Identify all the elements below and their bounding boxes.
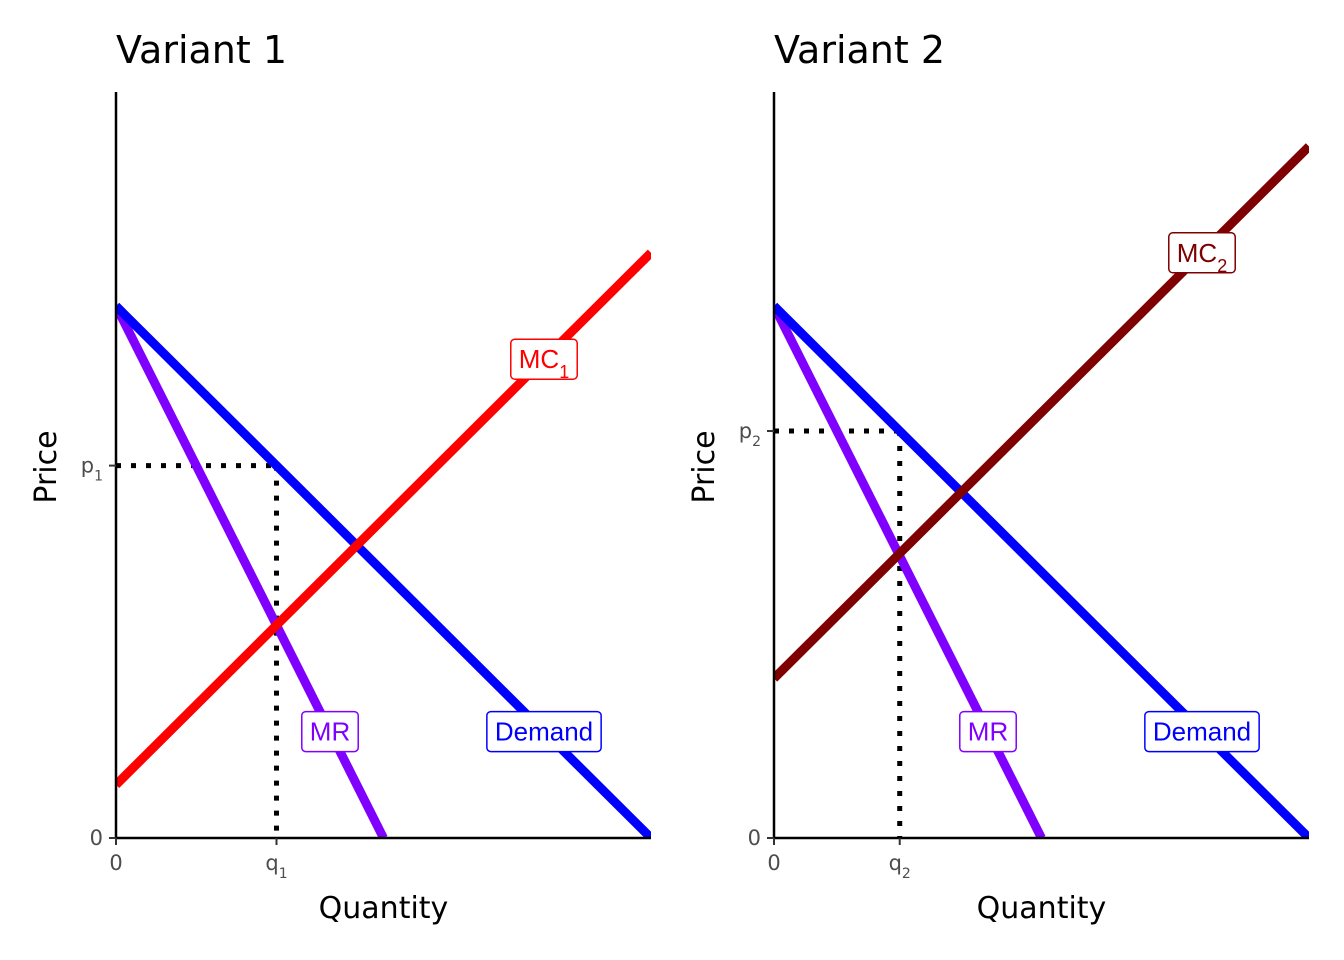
svg-text:Demand: Demand [495,717,593,747]
series-line-demand [116,302,651,838]
y-tick-label: 0 [748,826,761,850]
x-tick-label: 0 [767,851,780,875]
panel-variant-2: Variant 2 0 q2 0 p2 Quantity Price MR Demand MC2 [687,28,1309,926]
svg-text:MR: MR [968,717,1008,747]
y-tick-label: p2 [739,419,761,450]
y-axis-label: Price [29,430,64,503]
chart-title: Variant 2 [774,28,945,72]
curve-label-mr: MR [301,710,359,753]
y-axis-label: Price [687,430,722,503]
curve-label-mc: MC1 [510,338,578,382]
panel-variant-1: Variant 1 0 q1 0 p1 Quantity Price MR Demand MC1 [29,28,651,926]
series-line-demand [774,302,1309,838]
curve-label-mc: MC2 [1168,232,1236,276]
x-tick-label: q1 [265,851,287,882]
series-line-mc [116,249,651,788]
x-axis-label: Quantity [319,891,449,926]
curve-label-demand: Demand [486,710,602,753]
chart-title: Variant 1 [116,28,287,72]
x-tick-label: q2 [889,851,911,882]
svg-text:Demand: Demand [1153,717,1251,747]
curve-label-mr: MR [959,710,1017,753]
x-tick-label: 0 [109,851,122,875]
series-line-mr [774,303,1046,838]
series-line-mc [774,143,1309,682]
series-line-mr [116,303,388,838]
svg-text:MR: MR [310,717,350,747]
y-tick-label: p1 [81,454,103,485]
x-axis-label: Quantity [977,891,1107,926]
y-tick-label: 0 [90,826,103,850]
curve-label-demand: Demand [1144,710,1260,753]
